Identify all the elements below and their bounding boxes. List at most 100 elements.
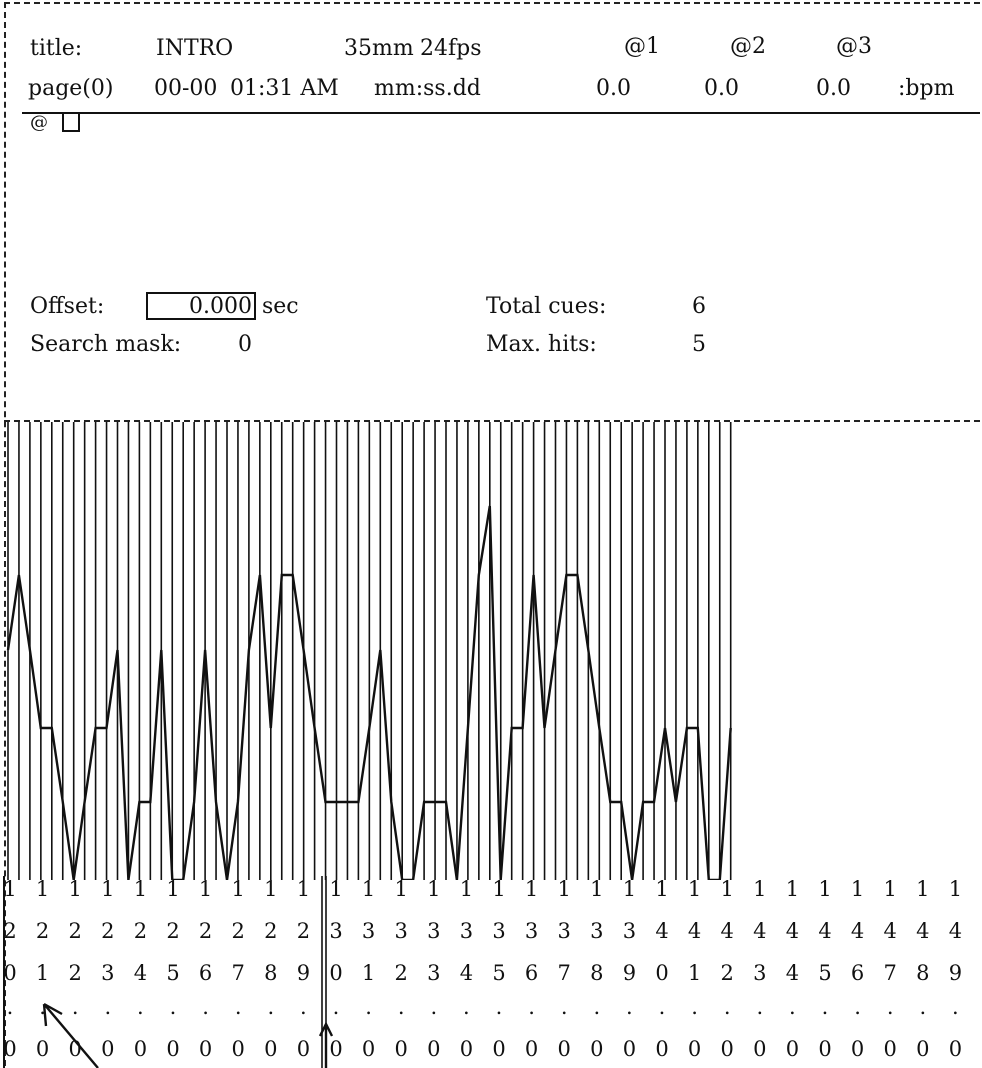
frame-label-digit: 1 xyxy=(525,877,538,901)
frame-label-digit: 1 xyxy=(101,877,114,901)
offset-unit: sec xyxy=(262,294,299,319)
frame-label-digit: . xyxy=(528,995,535,1019)
search-mask-value[interactable]: 0 xyxy=(238,332,252,357)
frame-label-digit: . xyxy=(39,995,46,1019)
frame-label-digit: . xyxy=(496,995,503,1019)
frame-label-digit: 0 xyxy=(199,1037,212,1061)
frame-label-digit: 4 xyxy=(655,919,668,943)
frame-label-digit: 1 xyxy=(655,877,668,901)
title-value[interactable]: INTRO xyxy=(156,36,234,61)
frame-label-digit: . xyxy=(202,995,209,1019)
header-divider xyxy=(22,112,980,114)
frame-label-digit: 0 xyxy=(655,1037,668,1061)
frame-label-digit: 2 xyxy=(297,919,310,943)
frame-label-digit: . xyxy=(365,995,372,1019)
text-cursor[interactable] xyxy=(62,114,80,132)
frame-label-digit: 1 xyxy=(3,877,16,901)
frame-label-digit: 3 xyxy=(101,961,114,985)
frame-label-digit: . xyxy=(659,995,666,1019)
frame-label-digit: 1 xyxy=(916,877,929,901)
offset-value: 0.000 xyxy=(189,294,252,319)
frame-label-digit: 0 xyxy=(818,1037,831,1061)
frame-label-digit: 0 xyxy=(329,961,342,985)
frame-label-digit: 7 xyxy=(232,961,245,985)
frame-label-digit: 8 xyxy=(264,961,277,985)
frame-label-digit: 1 xyxy=(199,877,212,901)
frame-label-digit: . xyxy=(333,995,340,1019)
frame-label-digit: 0 xyxy=(297,1037,310,1061)
frame-label-digit: 3 xyxy=(427,961,440,985)
frame-label-digit: 3 xyxy=(460,919,473,943)
frame-label-digit: 2 xyxy=(101,919,114,943)
frame-label-digit: . xyxy=(267,995,274,1019)
page-label: page(0) xyxy=(28,76,114,101)
frame-label-digit: 0 xyxy=(36,1037,49,1061)
frame-label-digit: 3 xyxy=(395,919,408,943)
frame-label-digit: 4 xyxy=(753,919,766,943)
frame-label-digit: 9 xyxy=(623,961,636,985)
at2-value: 0.0 xyxy=(704,76,739,101)
frame-label-digit: 6 xyxy=(525,961,538,985)
frame-label-digit: 7 xyxy=(884,961,897,985)
frame-label-digit: 1 xyxy=(36,877,49,901)
waveform-display[interactable] xyxy=(0,420,982,880)
frame-label-digit: 4 xyxy=(851,919,864,943)
frame-label-digit: . xyxy=(887,995,894,1019)
frame-label-digit: 3 xyxy=(427,919,440,943)
frame-label-digit: 3 xyxy=(590,919,603,943)
frame-label-digit: 1 xyxy=(721,877,734,901)
frame-label-digit: 6 xyxy=(199,961,212,985)
frame-label-digit: 4 xyxy=(460,961,473,985)
frame-label-digit: 2 xyxy=(134,919,147,943)
frame-label-digit: 2 xyxy=(264,919,277,943)
frame-label-digit: 1 xyxy=(362,961,375,985)
frame-label-digit: 0 xyxy=(786,1037,799,1061)
frame-label-digit: 3 xyxy=(525,919,538,943)
frame-label-digit: 0 xyxy=(329,1037,342,1061)
frame-label-digit: . xyxy=(919,995,926,1019)
total-cues-label: Total cues: xyxy=(486,294,607,319)
frame-label-digit: 8 xyxy=(916,961,929,985)
frame-label-digit: 2 xyxy=(395,961,408,985)
frame-label-digit: 2 xyxy=(199,919,212,943)
search-mask-label: Search mask: xyxy=(30,332,182,357)
time-format: mm:ss.dd xyxy=(374,76,481,101)
frame-label-digit: 0 xyxy=(460,1037,473,1061)
frame-top-border xyxy=(4,2,980,4)
frame-label-digit: . xyxy=(789,995,796,1019)
frame-label-digit: 0 xyxy=(916,1037,929,1061)
frame-label-digit: . xyxy=(756,995,763,1019)
waveform-top-border xyxy=(4,420,980,422)
frame-label-digit: 2 xyxy=(232,919,245,943)
pointer-arrow-center xyxy=(318,1021,334,1068)
frame-label-digit: 0 xyxy=(69,1037,82,1061)
frame-label-digit: 1 xyxy=(460,877,473,901)
frame-label-digit: . xyxy=(137,995,144,1019)
at1-label: @1 xyxy=(624,34,660,59)
frame-label-digit: 0 xyxy=(395,1037,408,1061)
frame-label-digit: 1 xyxy=(688,877,701,901)
frame-left-border xyxy=(4,2,6,1066)
frame-label-digit: . xyxy=(952,995,959,1019)
frame-label-digit: 1 xyxy=(134,877,147,901)
frame-label-digit: . xyxy=(691,995,698,1019)
time: 01:31 AM xyxy=(230,76,339,101)
frame-label-digit: 9 xyxy=(297,961,310,985)
max-hits-value[interactable]: 5 xyxy=(692,332,706,357)
frame-label-digit: 1 xyxy=(329,877,342,901)
frame-label-digit: 5 xyxy=(492,961,505,985)
frame-label-digit: . xyxy=(561,995,568,1019)
frame-label-digit: 0 xyxy=(851,1037,864,1061)
frame-label-digit: 1 xyxy=(492,877,505,901)
frame-label-digit: 1 xyxy=(753,877,766,901)
frame-label-digit: 2 xyxy=(36,919,49,943)
frame-label-digit: 0 xyxy=(525,1037,538,1061)
at3-label: @3 xyxy=(836,34,872,59)
offset-input[interactable] xyxy=(146,292,256,320)
total-cues-value: 6 xyxy=(692,294,706,319)
frame-label-digit: 2 xyxy=(69,961,82,985)
frame-label-digit: 8 xyxy=(590,961,603,985)
frame-label-digit: 0 xyxy=(753,1037,766,1061)
frame-label-digit: 0 xyxy=(134,1037,147,1061)
frame-label-digit: 0 xyxy=(623,1037,636,1061)
